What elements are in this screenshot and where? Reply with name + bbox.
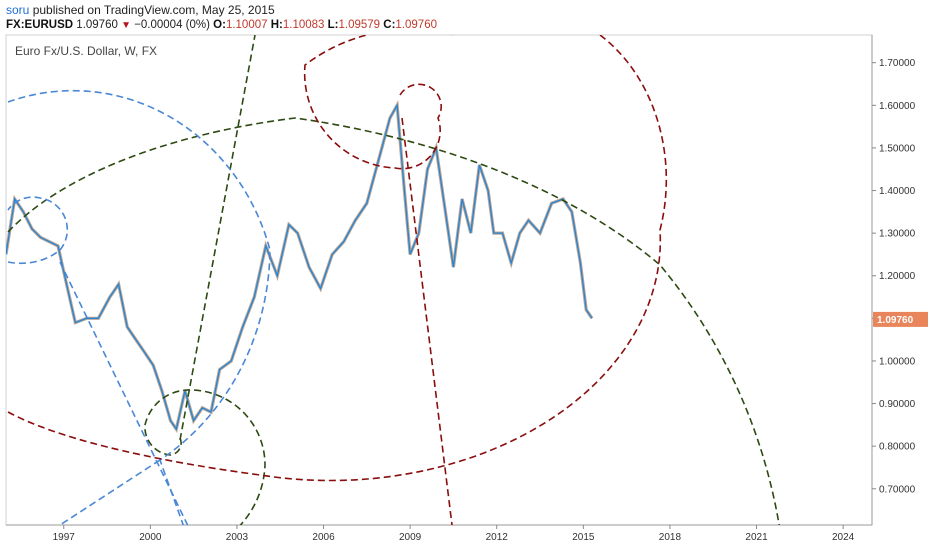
time-tick-label: 2015 [572, 532, 595, 543]
price-tick-label: 1.40000 [879, 186, 916, 197]
time-tick-label: 2000 [139, 532, 162, 543]
quote-bar: FX:EURUSD 1.09760 ▼ −0.00004 (0%) O:1.10… [6, 19, 437, 31]
time-axis[interactable]: 1997 2000 2003 2006 2009 2012 2015 2018 2021 2024 [53, 525, 855, 543]
symbol-label[interactable]: FX:EURUSD [6, 19, 74, 31]
close-label: C: [383, 19, 396, 31]
time-tick-label: 2009 [399, 532, 422, 543]
price-tick-label: 0.80000 [879, 442, 916, 453]
low-value: 1.09579 [338, 19, 381, 31]
time-tick-label: 1997 [53, 532, 76, 543]
down-arrow-icon: ▼ [121, 20, 131, 31]
blue-tail-drawing[interactable] [59, 459, 161, 525]
time-tick-label: 2018 [659, 532, 682, 543]
publish-info: soru published on TradingView.com, May 2… [6, 3, 275, 17]
red-line-drawing[interactable] [401, 117, 453, 525]
open-value: 1.10007 [225, 19, 268, 31]
blue-line-drawing[interactable] [59, 261, 190, 530]
price-tick-label: 1.60000 [879, 101, 916, 112]
price-tick-label: 1.70000 [879, 58, 916, 69]
time-tick-label: 2021 [745, 532, 768, 543]
green-spiral-drawing[interactable] [144, 389, 266, 535]
last-price-axis-label: 1.09760 [877, 315, 914, 326]
price-change: −0.00004 (0%) [134, 19, 210, 31]
blue-arc-drawing[interactable] [7, 89, 271, 530]
price-tick-label: 1.00000 [879, 356, 916, 367]
plot-area[interactable] [5, 34, 873, 526]
green-ellipse-drawing[interactable] [7, 117, 780, 530]
red-ellipse-drawing[interactable] [7, 35, 668, 482]
high-value: 1.10083 [282, 19, 325, 31]
low-label: L: [327, 19, 339, 31]
red-spiral-drawing[interactable] [303, 29, 455, 170]
price-axis[interactable]: 1.70000 1.60000 1.50000 1.40000 1.30000 1.200… [872, 58, 916, 495]
time-tick-label: 2003 [226, 532, 249, 543]
time-tick-label: 2006 [312, 532, 335, 543]
last-price-marker: 1.09760 [873, 311, 928, 327]
price-series-line[interactable] [6, 103, 593, 431]
green-line-drawing[interactable] [179, 35, 256, 441]
time-tick-label: 2024 [832, 532, 855, 543]
close-value: 1.09760 [395, 19, 437, 31]
price-tick-label: 0.70000 [879, 484, 916, 495]
price-tick-label: 1.50000 [879, 143, 916, 154]
price-tick-label: 1.30000 [879, 229, 916, 240]
author-link[interactable]: soru [6, 3, 30, 17]
publish-text: published on TradingView.com, May 25, 20… [32, 3, 275, 17]
blue-spiral-drawing[interactable] [7, 196, 69, 265]
high-label: H: [270, 19, 283, 31]
price-tick-label: 1.20000 [879, 271, 916, 282]
drawings-layer [6, 29, 780, 535]
chart-title: Euro Fx/U.S. Dollar, W, FX [15, 44, 158, 58]
last-price: 1.09760 [76, 19, 118, 31]
time-tick-label: 2012 [486, 532, 509, 543]
price-tick-label: 0.90000 [879, 399, 916, 410]
open-label: O: [213, 19, 226, 31]
